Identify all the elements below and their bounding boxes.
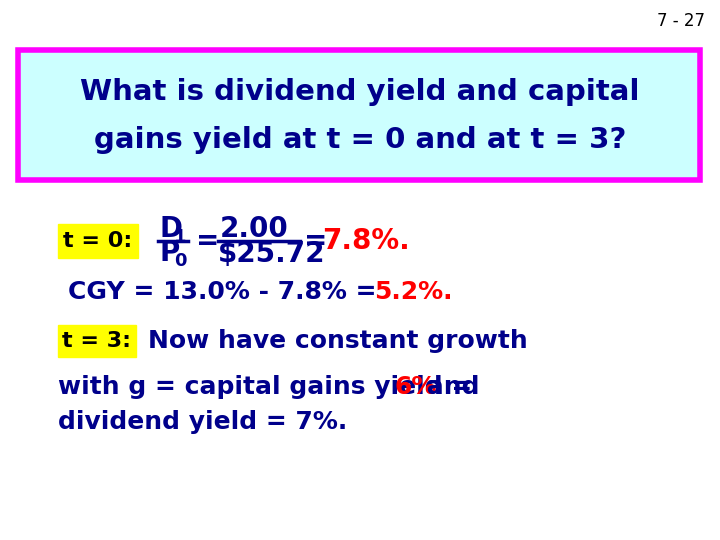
Text: with g = capital gains yield =: with g = capital gains yield = [58,375,481,399]
Text: What is dividend yield and capital: What is dividend yield and capital [80,78,640,106]
Text: gains yield at t = 0 and at t = 3?: gains yield at t = 0 and at t = 3? [94,126,626,154]
Text: =: = [196,227,220,255]
Text: 5.2%.: 5.2%. [374,280,452,304]
FancyBboxPatch shape [58,325,136,357]
FancyBboxPatch shape [58,224,138,258]
Text: CGY = 13.0% - 7.8% =: CGY = 13.0% - 7.8% = [68,280,385,304]
Text: =: = [304,227,328,255]
Text: D: D [160,215,183,243]
Text: P: P [160,239,180,267]
Text: 6%: 6% [394,375,436,399]
Text: 7.8%.: 7.8%. [322,227,410,255]
Text: t = 3:: t = 3: [63,331,132,351]
Text: dividend yield = 7%.: dividend yield = 7%. [58,410,347,434]
Text: Now have constant growth: Now have constant growth [148,329,528,353]
Text: and: and [418,375,480,399]
Text: $25.72: $25.72 [218,240,325,268]
Text: t = 0:: t = 0: [63,231,132,251]
Text: 7 - 27: 7 - 27 [657,12,705,30]
FancyBboxPatch shape [18,50,700,180]
Text: 1: 1 [174,228,186,246]
Text: 2.00: 2.00 [220,215,289,243]
Text: 0: 0 [174,252,186,270]
